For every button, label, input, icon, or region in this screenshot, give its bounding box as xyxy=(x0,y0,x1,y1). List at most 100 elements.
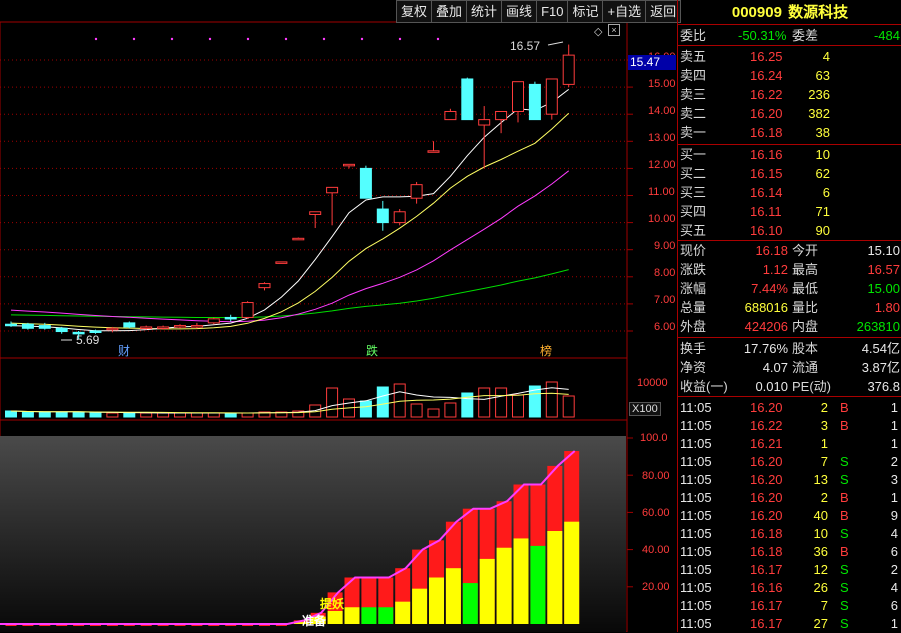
restore-rights-button[interactable]: 复权 xyxy=(396,0,433,23)
indicator-tick: 20.00 xyxy=(642,581,670,593)
add-watchlist-button[interactable]: +自选 xyxy=(603,0,647,23)
candle-body xyxy=(326,186,339,194)
quote-value: 16.18 xyxy=(755,243,788,258)
indicator-bar-base xyxy=(310,616,326,624)
tick-volume: 12 xyxy=(813,562,828,577)
tick-side: S xyxy=(840,616,849,631)
tick-row: 11:05 16.20 2 B 1 xyxy=(678,489,901,507)
tick-time: 11:05 xyxy=(680,562,712,577)
tick-time: 11:05 xyxy=(680,418,712,433)
bid-row: 买一 16.16 10 xyxy=(678,146,901,164)
tick-row: 11:05 16.17 7 S 6 xyxy=(678,597,901,615)
candle-body xyxy=(461,78,474,121)
f10-button[interactable]: F10 xyxy=(537,0,569,23)
statistics-button[interactable]: 统计 xyxy=(467,0,503,23)
quote-value: 424206 xyxy=(744,319,788,334)
high-price-label: 16.57 xyxy=(510,39,541,53)
quote-label: 最高 xyxy=(792,262,819,277)
tick-row: 11:05 16.16 26 S 4 xyxy=(678,579,901,597)
tick-price: 16.20 xyxy=(750,400,783,415)
tick-price: 16.16 xyxy=(750,580,783,595)
signal-dot xyxy=(284,37,288,41)
tick-price: 16.17 xyxy=(750,562,783,577)
kline-chart[interactable] xyxy=(0,0,677,632)
volume-bar xyxy=(157,412,170,418)
order-ratio-row: 委比 -50.31% 委差 -484 xyxy=(678,27,901,45)
candle-body xyxy=(292,237,305,241)
volume-bar xyxy=(444,402,457,418)
volume-bar xyxy=(207,412,220,418)
indicator-bar-base xyxy=(344,607,360,624)
mark-button[interactable]: 标记 xyxy=(568,0,604,23)
quote-value: 16.57 xyxy=(867,262,900,277)
candle-body xyxy=(207,318,220,324)
bid-price: 16.15 xyxy=(750,166,783,181)
chart-area[interactable] xyxy=(0,0,677,632)
stock-header: 000909 数源科技 xyxy=(678,4,901,22)
draw-line-button[interactable]: 画线 xyxy=(502,0,538,23)
ask-row: 卖二 16.20 382 xyxy=(678,105,901,123)
fundamental-label: 净资 xyxy=(680,360,707,375)
bid-volume: 62 xyxy=(815,166,830,181)
quote-row: 涨幅 7.44% 最低 15.00 xyxy=(678,280,901,298)
volume-bar xyxy=(292,410,305,418)
indicator-label-ready: 准备 xyxy=(302,614,327,628)
signal-dot xyxy=(436,37,440,41)
tick-volume: 3 xyxy=(820,418,828,433)
indicator-label-demon: 提妖 xyxy=(320,597,345,611)
back-button[interactable]: 返回 xyxy=(646,0,682,23)
event-label-drop[interactable]: 跌 xyxy=(366,344,379,358)
ask-row: 卖四 16.24 63 xyxy=(678,67,901,85)
fundamental-value: 4.54亿 xyxy=(861,341,900,356)
volume-bar xyxy=(224,412,237,418)
tick-volume: 2 xyxy=(820,490,828,505)
signal-dot xyxy=(94,37,98,41)
quote-row: 总量 688016 量比 1.80 xyxy=(678,299,901,317)
ask-price: 16.22 xyxy=(750,87,783,102)
fundamental-label: 流通 xyxy=(792,360,819,375)
divider xyxy=(678,240,901,241)
overlay-button[interactable]: 叠加 xyxy=(432,0,468,23)
tick-row: 11:05 16.22 3 B 1 xyxy=(678,417,901,435)
indicator-bar-base xyxy=(462,583,478,624)
fundamental-label: 收益(一) xyxy=(680,379,728,394)
tick-price: 16.22 xyxy=(750,418,783,433)
candle-body xyxy=(72,331,85,335)
tick-volume: 7 xyxy=(820,598,828,613)
candle-body xyxy=(38,325,51,329)
close-icon[interactable]: × xyxy=(608,24,620,36)
bid-row: 买三 16.14 6 xyxy=(678,184,901,202)
tick-side: S xyxy=(840,580,849,595)
order-diff-value: -484 xyxy=(873,28,900,43)
tick-side: S xyxy=(840,526,849,541)
ma10-line xyxy=(10,112,570,330)
tick-time: 11:05 xyxy=(680,598,712,613)
indicator-bar-base xyxy=(513,538,529,624)
volume-bar xyxy=(545,381,558,418)
event-label-rank[interactable]: 榜 xyxy=(540,344,553,358)
candle-body xyxy=(427,150,440,153)
quote-label: 总量 xyxy=(680,300,707,315)
ma5-line xyxy=(10,89,570,332)
candle-body xyxy=(157,326,170,329)
bid-level-label: 买五 xyxy=(680,223,707,238)
tick-volume: 13 xyxy=(813,472,828,487)
volume-bar xyxy=(427,408,440,418)
tick-count: 4 xyxy=(890,580,898,595)
tick-price: 16.17 xyxy=(750,616,783,631)
volume-bar xyxy=(5,410,17,418)
quote-value: 1.12 xyxy=(762,262,788,277)
tick-side: B xyxy=(840,418,849,433)
divider xyxy=(678,144,901,145)
tick-price: 16.17 xyxy=(750,598,783,613)
price-tick: 11.00 xyxy=(648,186,675,198)
fundamental-label: 换手 xyxy=(680,341,707,356)
volume-bar xyxy=(562,395,575,418)
fundamental-value: 3.87亿 xyxy=(861,360,900,375)
ask-row: 卖五 16.25 4 xyxy=(678,48,901,66)
volume-bar xyxy=(174,412,186,418)
event-label-finance[interactable]: 财 xyxy=(118,344,131,358)
bid-volume: 90 xyxy=(815,223,830,238)
chart-settings-icon[interactable]: ◇ xyxy=(594,26,603,38)
tick-price: 16.20 xyxy=(750,508,783,523)
